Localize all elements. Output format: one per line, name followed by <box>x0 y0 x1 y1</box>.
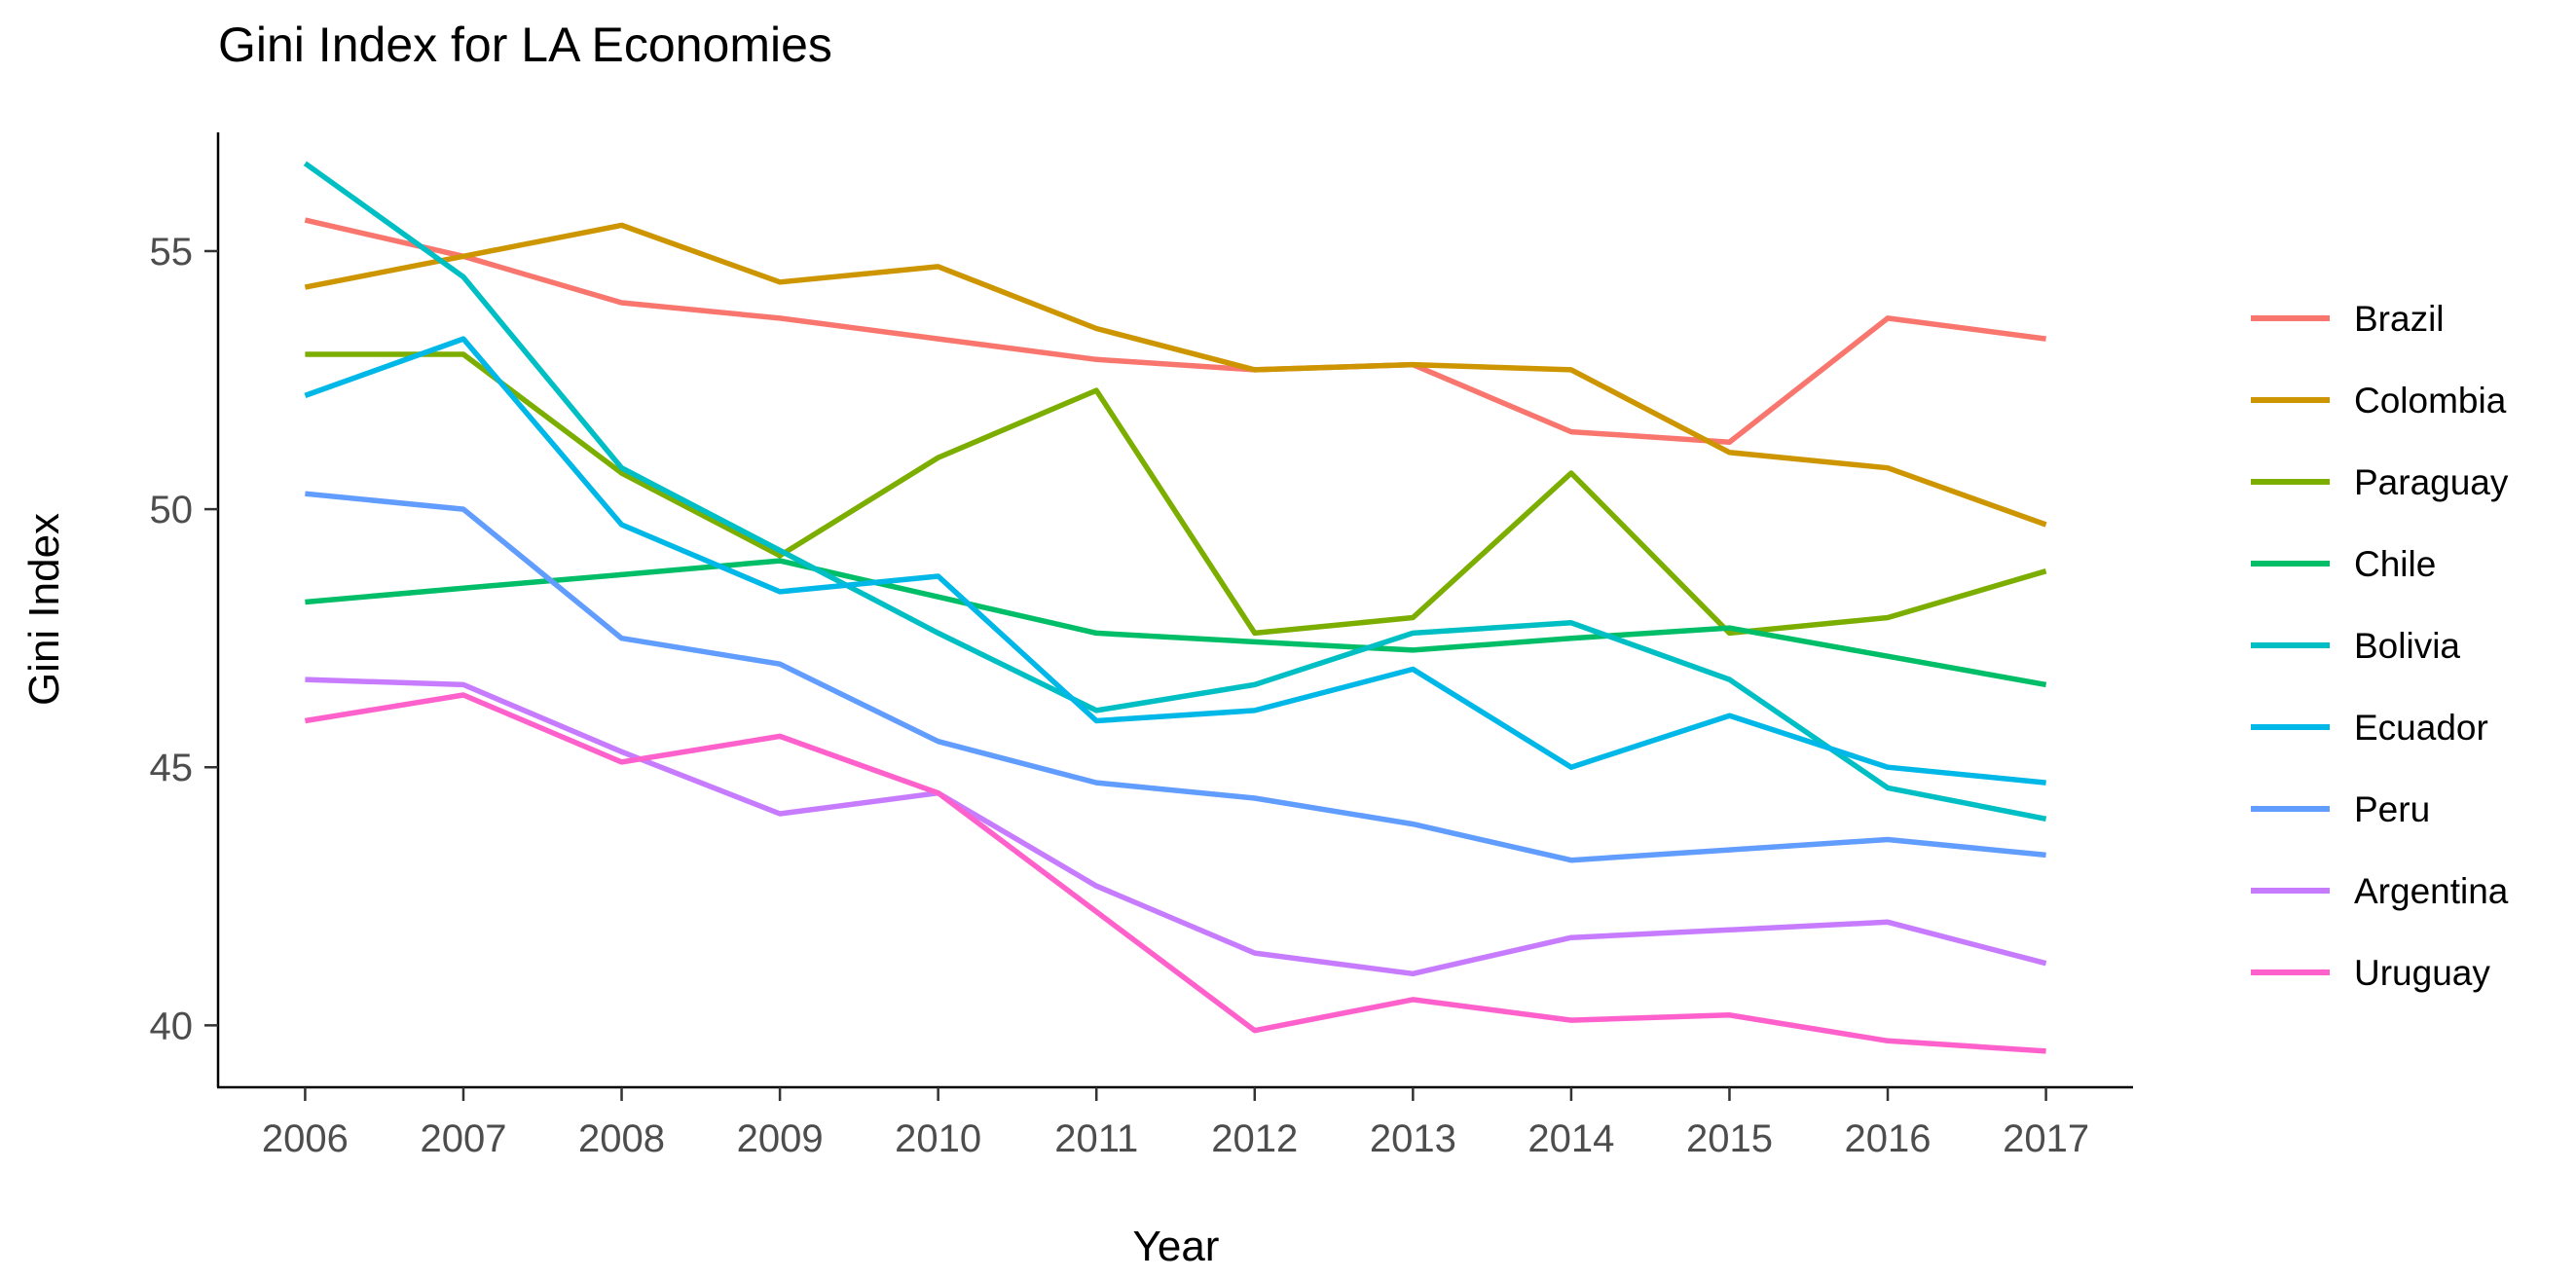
plot-area: 40 45 50 55 2006 2007 2008 2009 2010 2011 2012 201… <box>150 132 2133 1160</box>
legend-item-argentina: Argentina <box>2251 871 2509 911</box>
y-tick-label: 45 <box>150 747 194 789</box>
series-layer <box>303 161 2047 1054</box>
legend-item-chile: Chile <box>2251 544 2436 584</box>
x-tick-label: 2012 <box>1211 1117 1298 1160</box>
legend-label: Colombia <box>2354 381 2507 421</box>
series-line-brazil <box>304 217 2046 445</box>
series-line-ecuador <box>304 336 2046 786</box>
x-tick-label: 2014 <box>1527 1117 1614 1160</box>
y-tick-label: 50 <box>150 489 194 531</box>
y-tick-label: 40 <box>150 1005 194 1047</box>
legend-label: Paraguay <box>2354 462 2509 502</box>
legend-item-ecuador: Ecuador <box>2251 708 2488 748</box>
x-tick-label: 2006 <box>262 1117 349 1160</box>
legend-label: Argentina <box>2354 871 2509 911</box>
legend: Brazil Colombia Paraguay Chile Bolivia Ecuado… <box>2251 299 2509 993</box>
series-line-argentina <box>305 677 2047 977</box>
series-line-uruguay <box>304 692 2046 1054</box>
legend-label: Ecuador <box>2354 708 2488 748</box>
legend-label: Bolivia <box>2354 626 2460 666</box>
legend-item-colombia: Colombia <box>2251 381 2507 421</box>
x-tick-label: 2013 <box>1370 1117 1456 1160</box>
chart-title: Gini Index for LA Economies <box>218 18 832 72</box>
legend-item-paraguay: Paraguay <box>2251 462 2509 502</box>
x-tick-label: 2009 <box>737 1117 824 1160</box>
series-line-colombia <box>304 222 2047 528</box>
legend-label: Uruguay <box>2354 953 2490 993</box>
series-line-chile <box>305 558 2047 688</box>
legend-item-uruguay: Uruguay <box>2251 953 2490 993</box>
x-tick-label: 2008 <box>578 1117 665 1160</box>
series-line-peru <box>305 491 2046 863</box>
legend-item-bolivia: Bolivia <box>2251 626 2460 666</box>
series-line-bolivia <box>303 161 2047 822</box>
y-axis-ticks: 40 45 50 55 <box>150 231 218 1047</box>
legend-label: Peru <box>2354 789 2430 829</box>
x-tick-label: 2017 <box>2003 1117 2089 1160</box>
y-tick-label: 55 <box>150 231 194 274</box>
x-axis-title: Year <box>1133 1223 1220 1270</box>
y-axis-title: Gini Index <box>20 513 68 706</box>
x-tick-label: 2015 <box>1686 1117 1773 1160</box>
legend-label: Brazil <box>2354 299 2445 339</box>
x-tick-label: 2010 <box>895 1117 981 1160</box>
legend-item-brazil: Brazil <box>2251 299 2445 339</box>
x-axis-ticks: 2006 2007 2008 2009 2010 2011 2012 2013 2014 2015… <box>262 1087 2089 1160</box>
legend-label: Chile <box>2354 544 2436 584</box>
x-tick-label: 2007 <box>420 1117 506 1160</box>
legend-item-peru: Peru <box>2251 789 2430 829</box>
x-tick-label: 2011 <box>1054 1117 1138 1160</box>
x-tick-label: 2016 <box>1845 1117 1932 1160</box>
